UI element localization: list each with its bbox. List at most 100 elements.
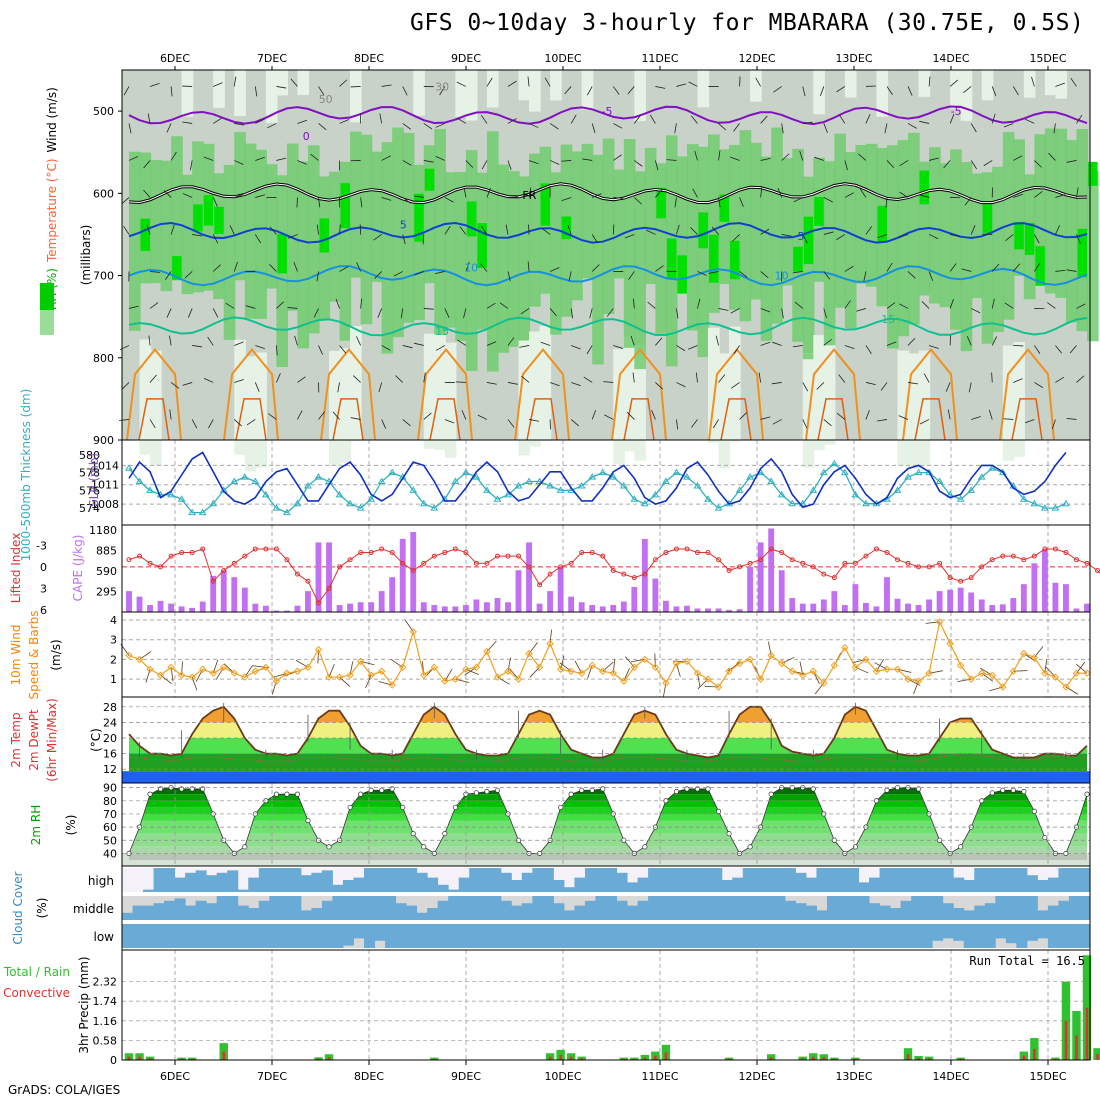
wind-barb [444, 197, 454, 203]
wind-barb [634, 160, 643, 167]
rh-moist-cell [160, 160, 173, 292]
cape-bar [578, 602, 585, 612]
rh-moist-cell [613, 169, 625, 279]
cloud-bar-high [553, 880, 565, 892]
cloud-bar-low [900, 924, 912, 948]
wind-barb [486, 382, 497, 385]
wind-speed-point [883, 665, 891, 673]
y-tick-label: 500 [93, 105, 114, 118]
li-point [663, 550, 669, 556]
precip-total-bar [124, 1053, 134, 1060]
cloud-bar-middle [511, 905, 523, 920]
wind-barb [1025, 118, 1035, 124]
cloud-bar-low [805, 924, 817, 948]
precip-convective-bar [148, 1058, 152, 1060]
li-point [642, 571, 648, 577]
wind-barb [147, 113, 151, 124]
chart-title: GFS 0~10day 3-hourly for MBARARA (30.75E… [410, 10, 1085, 36]
wind-barb [586, 86, 593, 96]
thickness-point [209, 499, 218, 507]
rh-point [1042, 835, 1048, 841]
wind-barb [715, 335, 719, 346]
day-label-bottom: 10DEC [544, 1070, 581, 1083]
wind-barb [1051, 419, 1056, 430]
cape-bar [747, 566, 754, 612]
wind-barb [1076, 303, 1086, 309]
cloud-bar-middle [932, 896, 944, 920]
wind-barb [844, 265, 854, 272]
upper-air-legend: RH (%)Temperature (°C)Wind (m/s) [45, 87, 59, 310]
precip-convective-bar [317, 1058, 320, 1060]
wind-speed-point [556, 665, 565, 673]
cape-bar [757, 542, 764, 612]
wind-barb [297, 160, 307, 165]
rh-moist-cell [171, 136, 183, 281]
cloud-bar-high [437, 884, 449, 892]
wind-barb [203, 377, 214, 383]
wind-barb [402, 345, 413, 349]
thickness-point [967, 486, 976, 493]
cloud-bar-high [469, 868, 481, 892]
li-point [473, 560, 479, 566]
cloud-bar-low [911, 924, 923, 948]
cloud-bar-middle [300, 910, 312, 920]
isotherm-5 [128, 221, 1088, 244]
wind-barb [655, 337, 663, 346]
li-point [421, 560, 427, 566]
wind-barb [991, 263, 1000, 272]
cloud-bar-high [448, 889, 460, 892]
rh-moist-cell [992, 166, 1004, 333]
cape-bar [915, 605, 922, 612]
cloud-bar-high [153, 868, 165, 892]
wind-tick: 3 [110, 634, 117, 647]
credit-label: GrADS: COLA/IGES [8, 1083, 121, 1097]
temp-tick: 28 [103, 701, 117, 714]
thickness-point [335, 490, 344, 498]
wind-barb [802, 419, 808, 429]
wind-barb [816, 382, 825, 390]
day-label-bottom: 11DEC [641, 1070, 678, 1083]
li-point [294, 571, 300, 577]
contour-label: 0 [303, 130, 310, 143]
rh-point [442, 831, 448, 837]
wind-speed-point [967, 675, 975, 683]
li-point [863, 553, 869, 559]
wind-barb [676, 419, 679, 430]
cape-bar [157, 600, 164, 612]
cape-bar [326, 542, 332, 612]
wind-barb [865, 345, 872, 355]
wind-barb [255, 118, 265, 124]
wind-speed-point [872, 667, 881, 675]
rh-point [568, 791, 574, 797]
cloud-bar-middle [858, 896, 870, 920]
wind-barb [793, 197, 803, 203]
cloud-bar-low [132, 924, 144, 948]
thickness-point [430, 504, 439, 511]
li-point [158, 564, 164, 570]
wind-barb [465, 160, 474, 168]
rh-moist-cell [802, 176, 815, 360]
cloud-bar-middle [732, 896, 744, 920]
wind-barb [570, 308, 574, 319]
temp-band [129, 738, 1087, 754]
wind-barb [318, 411, 325, 420]
rh-dry-cell [486, 70, 499, 108]
cloud-bar-middle [185, 905, 197, 920]
wind-barb [567, 224, 572, 235]
cloud-bar-middle [521, 903, 533, 920]
wind-barb [964, 197, 972, 206]
cloud-band-label: high [88, 874, 114, 888]
wind-barb [739, 197, 744, 207]
cloud-bar-middle [669, 896, 681, 920]
temp-tick: 20 [103, 732, 117, 745]
wind-barb [586, 345, 593, 355]
wind-barb [898, 234, 909, 238]
li-point [842, 560, 848, 566]
wind-barb [718, 150, 721, 161]
wind-barb [1076, 375, 1085, 383]
wind-speed-point [946, 639, 954, 648]
temp-axis-label-2: 2m DewPt [27, 709, 41, 771]
thickness-point [998, 468, 1007, 476]
cloud-bar-low [848, 924, 860, 948]
cloud-bar-low [269, 924, 281, 948]
